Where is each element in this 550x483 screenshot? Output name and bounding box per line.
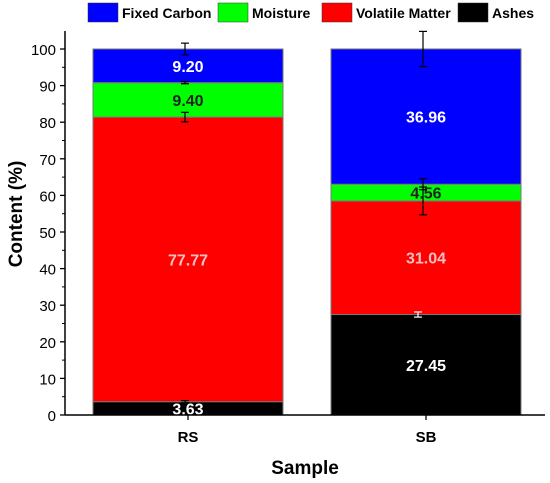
y-tick-label: 30 <box>39 298 56 315</box>
y-tick-label: 20 <box>39 335 56 352</box>
data-label: 4.56 <box>410 186 441 203</box>
value-labels-layer: 3.63 77.77 9.40 9.20 27.45 31.04 4.56 36.96 <box>168 59 446 419</box>
y-tick-label: 10 <box>39 371 56 388</box>
legend-label: Volatile Matter <box>356 5 451 21</box>
bar-sb-fixed-carbon <box>330 48 522 185</box>
legend-swatch <box>457 2 489 23</box>
x-ticks: RS SB <box>178 415 437 446</box>
legend: Fixed Carbon Moisture Volatile Matter Ashes <box>87 2 534 23</box>
data-label: 27.45 <box>406 358 446 375</box>
data-label: 9.40 <box>172 93 203 110</box>
y-tick-label: 40 <box>39 262 56 279</box>
data-label: 36.96 <box>406 110 446 127</box>
y-tick-label: 60 <box>39 188 56 205</box>
legend-swatch <box>217 2 249 23</box>
data-label: 77.77 <box>168 252 208 269</box>
y-axis-title: Content (%) <box>6 161 27 268</box>
bars-layer <box>92 48 522 416</box>
data-label: 3.63 <box>172 401 203 418</box>
axes-layer <box>64 31 545 416</box>
data-label: 9.20 <box>172 59 203 76</box>
bar-sb-ashes <box>330 314 522 416</box>
y-ticks: 0 10 20 30 40 50 60 70 80 90 100 <box>31 42 65 425</box>
x-axis-title: Sample <box>271 458 339 479</box>
legend-label: Fixed Carbon <box>122 5 211 21</box>
y-tick-label: 50 <box>39 225 56 242</box>
y-tick-label: 100 <box>31 42 56 59</box>
error-bars-layer <box>181 30 427 404</box>
legend-label: Moisture <box>252 5 311 21</box>
legend-swatch <box>87 2 119 23</box>
y-tick-label: 80 <box>39 115 56 132</box>
x-tick-label: SB <box>416 429 437 446</box>
x-tick-label: RS <box>178 429 199 446</box>
legend-swatch <box>321 2 353 23</box>
bar-rs-volatile-matter <box>92 116 284 403</box>
data-label: 31.04 <box>406 251 446 268</box>
y-tick-label: 90 <box>39 79 56 96</box>
y-tick-label: 70 <box>39 152 56 169</box>
bar-sb-volatile-matter <box>330 200 522 316</box>
legend-label: Ashes <box>492 5 534 21</box>
y-tick-label: 0 <box>48 408 56 425</box>
